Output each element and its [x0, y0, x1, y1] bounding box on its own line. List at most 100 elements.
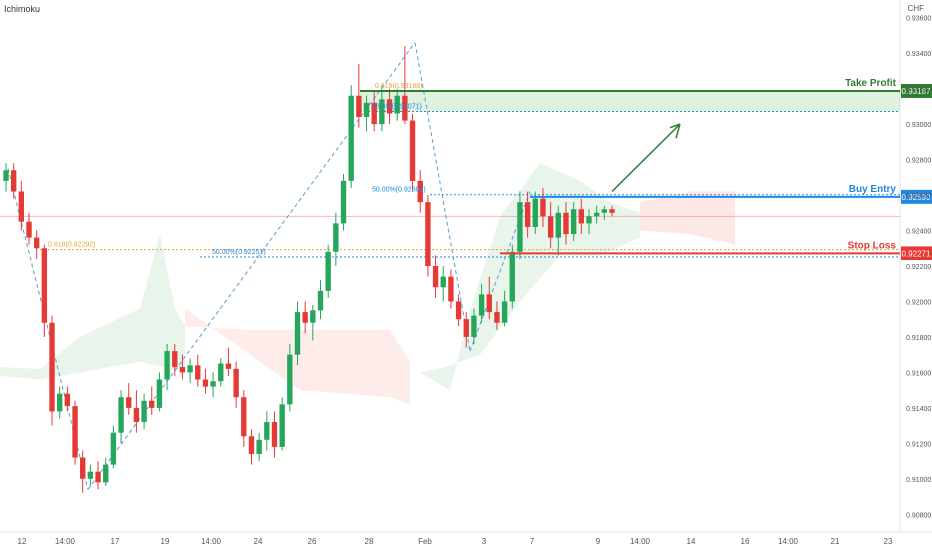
fib-label: 0.618(0.93188) [375, 83, 422, 90]
candle [164, 344, 170, 391]
candle [279, 397, 285, 451]
candle-body [325, 251, 331, 291]
y-tick-label: 0.91000 [906, 477, 931, 484]
candle [80, 450, 86, 493]
candle [486, 276, 492, 320]
y-tick-label: 0.91400 [906, 406, 931, 413]
candle-body [179, 367, 186, 373]
candle-body [187, 365, 193, 373]
candle [41, 244, 48, 337]
candle [110, 425, 117, 469]
candle-body [149, 400, 155, 408]
candle [394, 88, 400, 121]
candle [264, 411, 270, 451]
candle-body [547, 216, 554, 238]
candle [570, 202, 577, 242]
candle-body [570, 209, 577, 235]
candle [233, 361, 239, 408]
candle [95, 461, 101, 490]
candle-body [271, 422, 278, 447]
candle [547, 202, 554, 249]
candle-body [172, 351, 178, 368]
x-tick-label: 21 [831, 537, 840, 546]
level-price-tag [901, 189, 932, 204]
y-tick-label: 0.91800 [906, 335, 931, 342]
candle-body [287, 354, 293, 405]
candle [471, 308, 477, 345]
candle-body [494, 312, 500, 323]
candle-body [3, 170, 9, 181]
fib-label: 50.00%(0.92251) [212, 249, 266, 256]
kumo-cloud-red-2 [640, 191, 735, 245]
candle-body [524, 202, 531, 227]
candle [386, 88, 393, 125]
candle-body [49, 322, 55, 412]
projection-arrow-head [669, 123, 681, 139]
x-tick-label: 14:00 [55, 537, 76, 546]
y-tick-label: 0.92000 [906, 299, 931, 306]
x-tick-label: 14:00 [630, 537, 651, 546]
candle-body [486, 294, 492, 313]
candle-body [394, 95, 400, 114]
candle-body [363, 102, 370, 118]
candle [509, 244, 515, 309]
currency-label: CHF [907, 4, 924, 13]
candle [133, 390, 140, 433]
level-price-tag [901, 246, 932, 261]
candle [363, 95, 370, 132]
candle [455, 294, 462, 327]
candle-body [386, 99, 393, 114]
candle [371, 92, 377, 132]
candle [172, 344, 178, 376]
x-tick-label: 16 [741, 537, 750, 546]
candle-body [348, 95, 354, 181]
candle [563, 202, 569, 245]
candle-body [432, 266, 439, 288]
candle-body [310, 310, 316, 323]
candle-body [118, 397, 124, 433]
fib-label: 50.00%(0.92602) [372, 187, 426, 194]
candle [448, 269, 454, 309]
candle-body [133, 407, 140, 423]
candle-body [10, 170, 17, 192]
level-price-tag [901, 83, 932, 98]
candle [49, 315, 55, 426]
y-tick-label: 0.93400 [906, 51, 931, 58]
candle-body [532, 198, 538, 227]
x-tick-label: 26 [308, 537, 317, 546]
candle [3, 163, 9, 192]
candle [417, 170, 423, 213]
candle [333, 212, 339, 266]
level-label: Buy Entry [849, 184, 897, 195]
candle-body [509, 251, 515, 302]
candle-body [241, 397, 247, 437]
candle-body [356, 95, 362, 118]
current-price-tag [901, 260, 932, 272]
kumo-cloud-green [0, 234, 185, 380]
candle-body [248, 436, 255, 454]
candle-body [41, 248, 48, 323]
y-tick-label: 0.93600 [906, 16, 931, 23]
fib-label: 0.618(0.92292) [48, 242, 95, 249]
candle [425, 195, 431, 277]
x-tick-label: 23 [884, 537, 893, 546]
candle [593, 205, 600, 224]
candle-body [202, 379, 209, 387]
candle [356, 63, 362, 128]
candle [271, 411, 278, 458]
zigzag-line [414, 42, 471, 352]
candle-body [340, 180, 347, 224]
candle [241, 390, 247, 447]
candle [302, 301, 308, 334]
candle [402, 46, 408, 125]
candle-body [448, 276, 454, 302]
candle-body [333, 223, 339, 252]
candle-body [578, 209, 585, 224]
x-tick-label: 12 [18, 537, 27, 546]
candle [57, 386, 63, 419]
x-tick-label: 14:00 [778, 537, 799, 546]
candle-body [601, 209, 608, 213]
candle [187, 358, 193, 384]
